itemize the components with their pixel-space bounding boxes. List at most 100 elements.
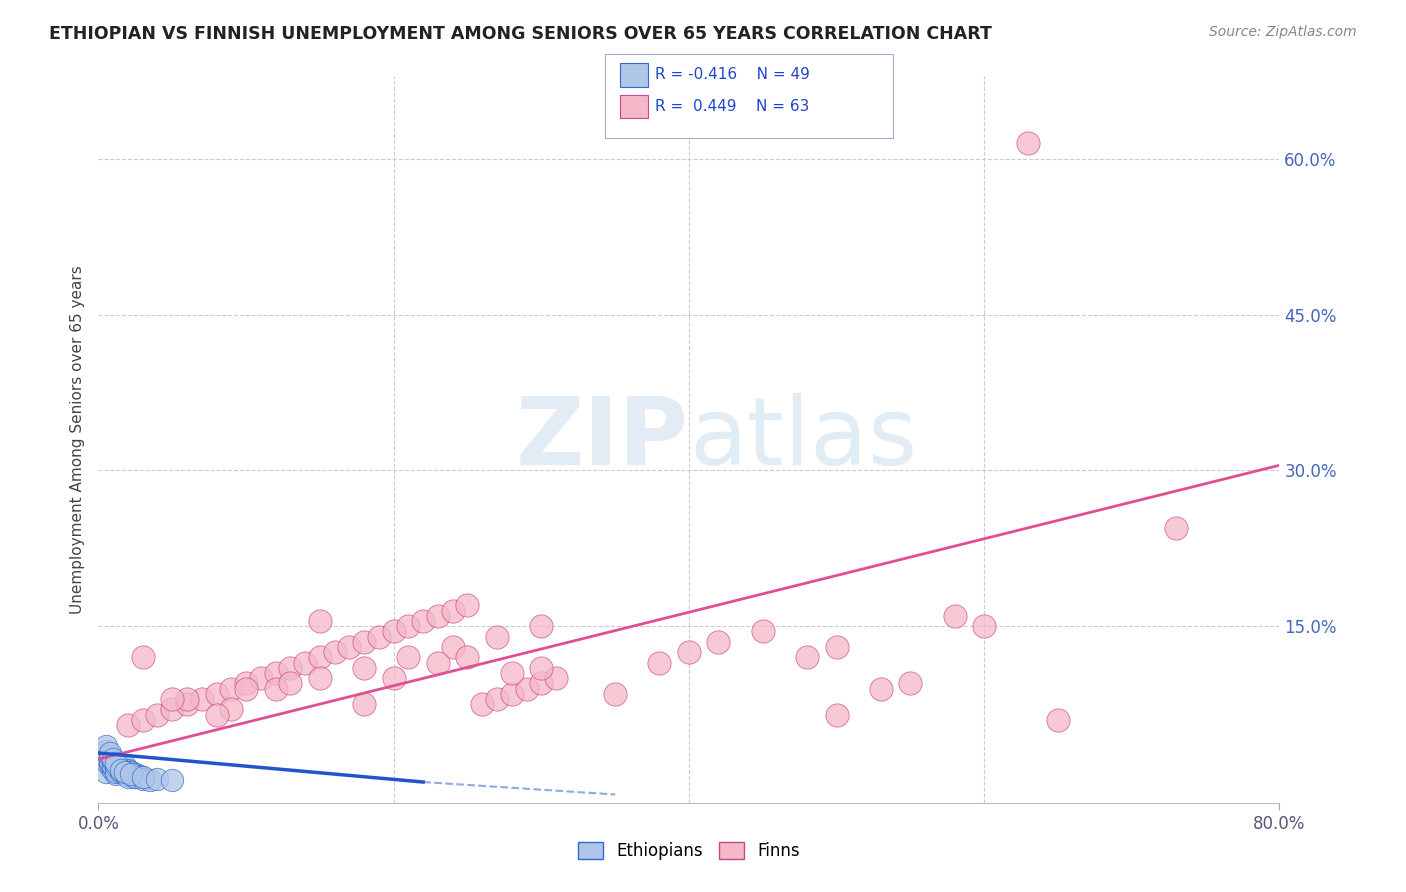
Point (120, 764, 142, 779)
Point (124, 770, 146, 784)
Point (94, 764, 117, 779)
Point (124, 766, 146, 780)
Point (128, 769, 150, 783)
Point (280, 676, 302, 690)
Point (678, 645, 700, 659)
Point (427, 608, 450, 623)
Point (98, 754, 121, 768)
Point (398, 650, 420, 665)
Point (117, 718, 139, 732)
Point (546, 671, 568, 685)
Point (486, 630, 509, 644)
Point (105, 764, 128, 779)
Point (128, 770, 150, 784)
Point (235, 681, 257, 696)
Text: R =  0.449    N = 63: R = 0.449 N = 63 (655, 99, 810, 113)
Point (114, 763, 136, 777)
Point (530, 676, 553, 690)
Point (132, 772, 155, 786)
Point (110, 764, 132, 779)
Point (1046, 713, 1070, 727)
Point (162, 692, 183, 706)
Text: R = -0.416    N = 49: R = -0.416 N = 49 (655, 68, 810, 82)
Point (114, 764, 136, 779)
Point (1018, 136, 1040, 151)
Point (752, 624, 775, 639)
Point (132, 650, 155, 665)
Point (221, 702, 243, 716)
Point (176, 692, 198, 706)
Point (309, 650, 332, 665)
Point (501, 665, 523, 680)
Point (221, 681, 243, 696)
Point (124, 766, 146, 780)
Point (870, 681, 893, 696)
Point (103, 752, 125, 766)
Point (103, 763, 125, 777)
Text: Source: ZipAtlas.com: Source: ZipAtlas.com (1209, 25, 1357, 39)
Text: ZIP: ZIP (516, 393, 689, 485)
Point (471, 697, 494, 711)
Point (132, 770, 155, 784)
Point (191, 692, 214, 706)
Point (707, 635, 730, 649)
Point (105, 759, 128, 773)
Point (900, 676, 922, 690)
Point (120, 766, 142, 780)
Point (412, 614, 434, 628)
Point (117, 763, 139, 777)
Point (501, 687, 523, 701)
Point (353, 661, 375, 675)
Point (398, 619, 420, 633)
Point (235, 676, 257, 690)
Point (323, 645, 346, 659)
Point (103, 759, 125, 773)
Point (294, 656, 316, 670)
Point (103, 754, 125, 768)
Point (98, 749, 121, 764)
Point (382, 671, 405, 685)
Point (114, 759, 136, 773)
Point (146, 707, 169, 722)
Y-axis label: Unemployment Among Seniors over 65 years: Unemployment Among Seniors over 65 years (69, 265, 84, 614)
Point (117, 766, 139, 780)
Point (110, 763, 132, 777)
Point (353, 697, 375, 711)
Point (368, 630, 391, 644)
Point (105, 766, 128, 780)
Point (309, 614, 332, 628)
Point (162, 772, 183, 787)
Point (132, 713, 155, 727)
Point (264, 665, 287, 680)
Point (353, 635, 375, 649)
Point (516, 681, 538, 696)
Point (382, 624, 405, 639)
Point (943, 608, 966, 623)
Point (427, 656, 450, 670)
Point (825, 640, 848, 654)
Point (205, 687, 228, 701)
Point (94, 754, 117, 768)
Point (146, 772, 169, 786)
Point (120, 764, 142, 779)
Point (441, 640, 464, 654)
Point (110, 764, 132, 779)
Point (117, 770, 139, 784)
Point (117, 766, 139, 780)
Point (103, 759, 125, 773)
Text: ETHIOPIAN VS FINNISH UNEMPLOYMENT AMONG SENIORS OVER 65 YEARS CORRELATION CHART: ETHIOPIAN VS FINNISH UNEMPLOYMENT AMONG … (49, 25, 993, 43)
Point (94, 744, 117, 758)
Point (98, 756, 121, 771)
Point (1166, 520, 1188, 534)
Point (441, 604, 464, 618)
Point (110, 763, 132, 777)
Point (530, 619, 553, 633)
Point (796, 650, 818, 665)
Point (530, 661, 553, 675)
Point (120, 769, 142, 783)
Point (105, 763, 128, 777)
Point (309, 671, 332, 685)
Point (280, 661, 302, 675)
Point (250, 671, 273, 685)
Point (98, 746, 121, 760)
